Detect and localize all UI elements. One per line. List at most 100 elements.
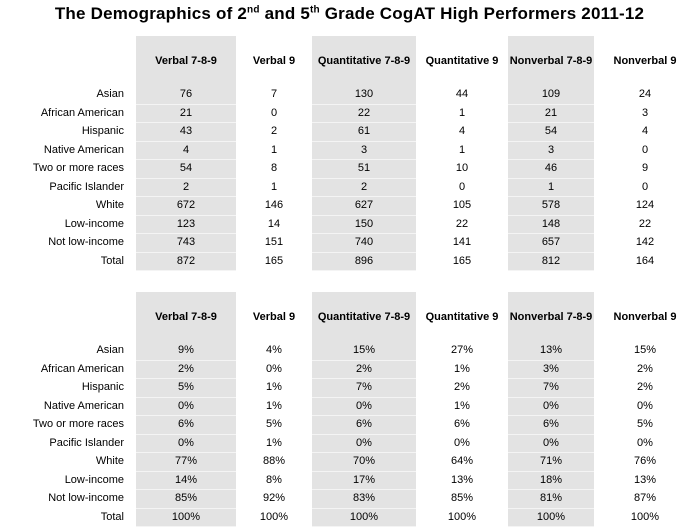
table-cell: 100%: [259, 510, 289, 523]
table-cell: 3%: [508, 360, 594, 379]
table-cell: 54: [136, 159, 236, 179]
table-cell: 18%: [508, 471, 594, 490]
table-cell: 165: [452, 254, 472, 267]
table-cell: 148: [508, 215, 594, 234]
table-cell: 7%: [508, 378, 594, 398]
table-cell: 0%: [136, 434, 236, 453]
table-cell: 76%: [633, 455, 657, 467]
row-label: Native American: [43, 399, 124, 412]
table-cell: 7: [270, 88, 278, 101]
table-cell: 4: [136, 141, 236, 160]
table-cell: 92%: [262, 492, 286, 504]
row-label: Pacific Islander: [49, 180, 124, 193]
table-cell: 672: [136, 196, 236, 216]
table-cell: 100%: [312, 508, 416, 527]
table-row: Two or more races 54 8 51 10 46 9: [10, 159, 696, 179]
table-cell: 6%: [136, 415, 236, 435]
table-cell: 2%: [637, 362, 653, 375]
table-row: African American 21 0 22 1 21 3: [10, 104, 696, 123]
page-title: The Demographics of 2nd and 5th Grade Co…: [54, 4, 645, 23]
table-cell: 2: [136, 178, 236, 197]
table-cell: 1: [270, 180, 278, 193]
table-cell: 0: [270, 106, 278, 119]
table-cell: 872: [136, 252, 236, 271]
table-cell: 743: [136, 233, 236, 253]
table-cell: 0: [641, 180, 649, 193]
table-cell: 1: [270, 143, 278, 156]
table-cell: 100%: [447, 510, 477, 523]
table-cell: 164: [635, 254, 655, 267]
table-cell: 740: [312, 233, 416, 253]
table-cell: 2%: [312, 360, 416, 379]
table-cell: 13%: [633, 473, 657, 486]
row-label: Native American: [43, 143, 124, 156]
table-cell: 81%: [508, 489, 594, 509]
table-row: Total 872 165 896 165 812 164: [10, 252, 696, 271]
row-label: Total: [100, 254, 124, 267]
table-cell: 124: [635, 199, 655, 211]
column-header: Nonverbal 7-8-9: [508, 292, 594, 342]
table-cell: 21: [508, 104, 594, 123]
table-cell: 3: [508, 141, 594, 160]
table-cell: 1%: [454, 362, 470, 375]
table-cell: 9%: [136, 342, 236, 361]
row-label: Hispanic: [81, 125, 124, 137]
table-cell: 3: [641, 106, 649, 119]
table-row: Hispanic 43 2 61 4 54 4: [10, 122, 696, 142]
table-cell: 44: [455, 88, 469, 101]
table-cell: 123: [136, 215, 236, 234]
table-cell: 6%: [454, 418, 470, 430]
table-cell: 9: [641, 162, 649, 174]
table-cell: 5%: [266, 418, 282, 430]
table-row: Asian 9% 4% 15% 27% 13% 15%: [10, 342, 696, 361]
table-cell: 21: [136, 104, 236, 123]
row-label: Not low-income: [48, 236, 124, 248]
row-label: African American: [40, 362, 124, 375]
table-cell: 657: [508, 233, 594, 253]
table-cell: 0%: [637, 436, 653, 449]
row-label: Two or more races: [32, 162, 124, 174]
table-cell: 5%: [136, 378, 236, 398]
table-cell: 2: [312, 178, 416, 197]
table-cell: 0: [458, 180, 466, 193]
column-header: Quantitative 7-8-9: [312, 36, 416, 86]
header-corner: [10, 292, 136, 342]
table-cell: 0%: [637, 399, 653, 412]
table-cell: 4: [458, 125, 466, 137]
counts-table: Verbal 7-8-9 Verbal 9 Quantitative 7-8-9 Qu…: [10, 36, 696, 271]
table-cell: 1%: [266, 399, 282, 412]
table-cell: 146: [264, 199, 284, 211]
column-header: Nonverbal 9: [613, 310, 677, 323]
table-cell: 27%: [450, 344, 474, 357]
table-cell: 578: [508, 196, 594, 216]
table-cell: 1: [458, 106, 466, 119]
table-row: Hispanic 5% 1% 7% 2% 7% 2%: [10, 378, 696, 398]
table-cell: 2%: [136, 360, 236, 379]
column-header: Verbal 7-8-9: [136, 36, 236, 86]
table-cell: 2%: [454, 381, 470, 393]
table-cell: 14%: [136, 471, 236, 490]
table-cell: 61: [312, 122, 416, 142]
table-cell: 76: [136, 86, 236, 105]
table-cell: 17%: [312, 471, 416, 490]
table-row: Pacific Islander 2 1 2 0 1 0: [10, 178, 696, 197]
table-cell: 14: [267, 217, 281, 230]
table-cell: 3: [312, 141, 416, 160]
table-cell: 13%: [508, 342, 594, 361]
row-label: Two or more races: [32, 418, 124, 430]
table-cell: 165: [264, 254, 284, 267]
table-cell: 2: [270, 125, 278, 137]
table-cell: 43: [136, 122, 236, 142]
column-header: Nonverbal 7-8-9: [508, 36, 594, 86]
column-header: Nonverbal 9: [613, 54, 677, 67]
table-cell: 70%: [312, 452, 416, 472]
table-row: White 77% 88% 70% 64% 71% 76%: [10, 452, 696, 472]
row-label: African American: [40, 106, 124, 119]
table-cell: 1%: [266, 436, 282, 449]
table-row: African American 2% 0% 2% 1% 3% 2%: [10, 360, 696, 379]
table-cell: 0%: [312, 434, 416, 453]
table-row: Not low-income 743 151 740 141 657 142: [10, 233, 696, 253]
row-label: White: [95, 455, 124, 467]
row-label: Asian: [96, 344, 124, 357]
table-cell: 83%: [312, 489, 416, 509]
